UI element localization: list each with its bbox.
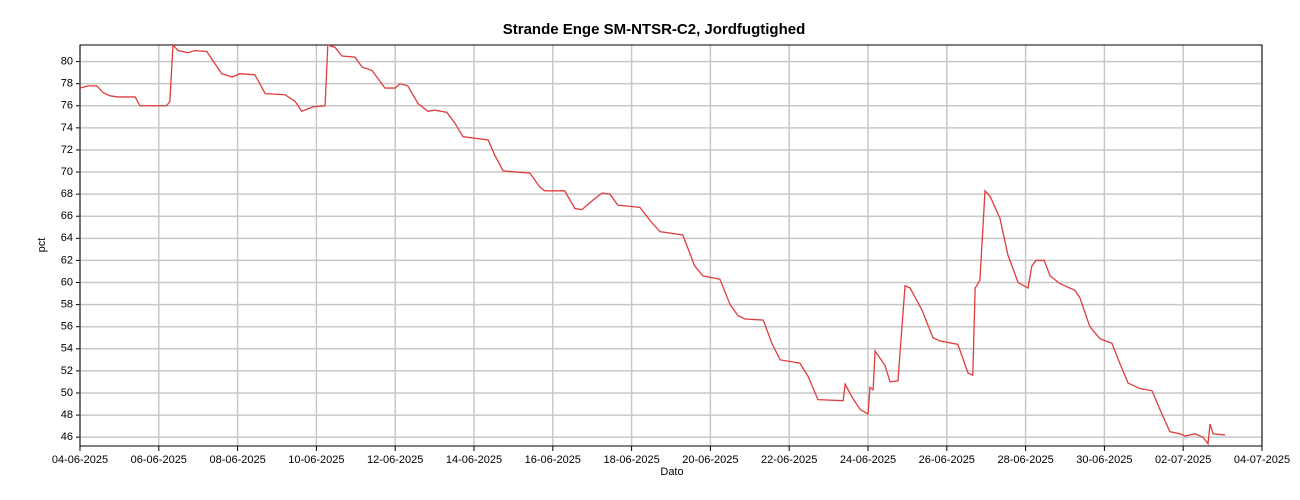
x-tick-label: 30-06-2025 xyxy=(1076,454,1132,466)
x-tick-label: 04-06-2025 xyxy=(52,454,108,466)
y-tick-label: 62 xyxy=(61,254,73,266)
y-tick-label: 54 xyxy=(61,343,73,355)
x-tick-label: 20-06-2025 xyxy=(682,454,738,466)
y-tick-label: 48 xyxy=(61,409,73,421)
y-tick-label: 66 xyxy=(61,210,73,222)
y-tick-label: 60 xyxy=(61,276,73,288)
x-tick-label: 08-06-2025 xyxy=(209,454,265,466)
x-tick-label: 04-07-2025 xyxy=(1234,454,1290,466)
x-axis-label: Dato xyxy=(660,466,683,478)
y-tick-label: 74 xyxy=(61,122,73,134)
x-tick-label: 12-06-2025 xyxy=(367,454,423,466)
x-tick-label: 10-06-2025 xyxy=(288,454,344,466)
x-tick-label: 22-06-2025 xyxy=(761,454,817,466)
x-tick-label: 28-06-2025 xyxy=(997,454,1053,466)
data-line xyxy=(79,43,1226,446)
y-tick-label: 50 xyxy=(61,387,73,399)
chart-title: Strande Enge SM-NTSR-C2, Jordfugtighed xyxy=(503,21,806,38)
x-tick-label: 24-06-2025 xyxy=(840,454,896,466)
y-axis-label: pct xyxy=(36,238,48,253)
x-tick-label: 16-06-2025 xyxy=(525,454,581,466)
y-tick-label: 46 xyxy=(61,431,73,443)
y-tick-label: 56 xyxy=(61,321,73,333)
y-tick-label: 76 xyxy=(61,100,73,112)
y-tick-label: 58 xyxy=(61,299,73,311)
x-tick-label: 06-06-2025 xyxy=(131,454,187,466)
x-tick-label: 02-07-2025 xyxy=(1155,454,1211,466)
y-tick-label: 68 xyxy=(61,188,73,200)
x-tick-label: 14-06-2025 xyxy=(446,454,502,466)
y-tick-label: 52 xyxy=(61,365,73,377)
y-tick-label: 64 xyxy=(61,232,73,244)
y-tick-label: 80 xyxy=(61,55,73,67)
plot-frame xyxy=(79,44,1263,447)
y-tick-label: 78 xyxy=(61,78,73,90)
plot-area xyxy=(80,45,1262,446)
x-tick-label: 26-06-2025 xyxy=(919,454,975,466)
y-tick-label: 70 xyxy=(61,166,73,178)
x-tick-label: 18-06-2025 xyxy=(603,454,659,466)
y-tick-label: 72 xyxy=(61,144,73,156)
